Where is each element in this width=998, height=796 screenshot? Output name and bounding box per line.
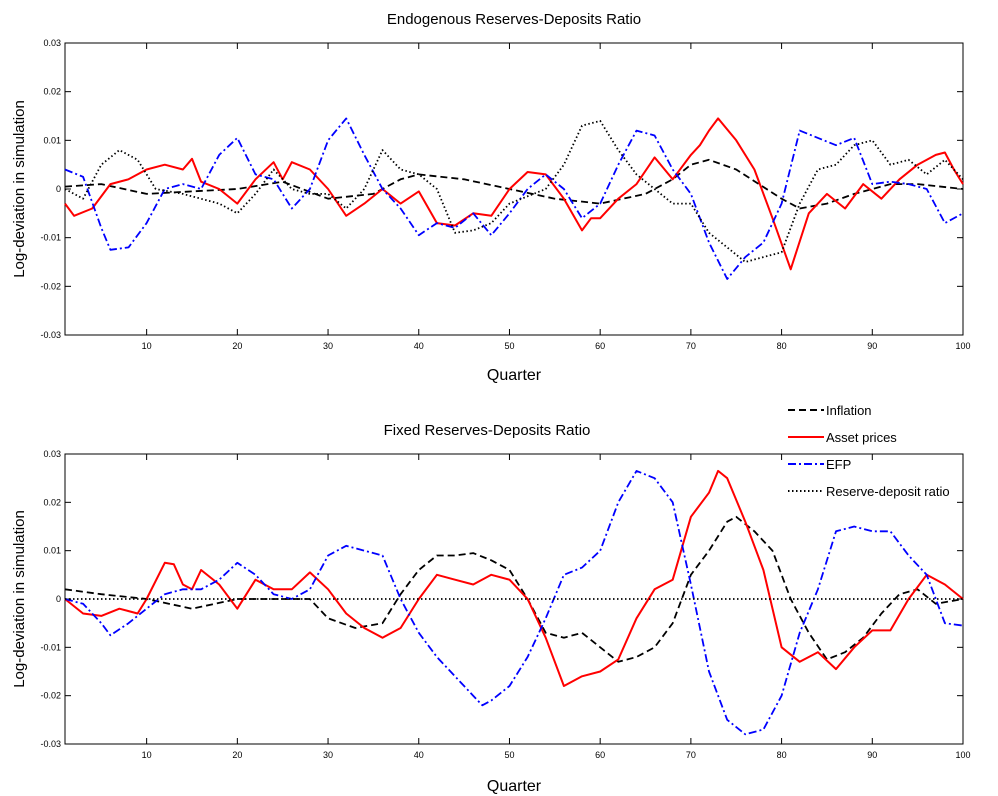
x-tick-label: 50 [504, 750, 514, 760]
y-tick-label: 0.01 [43, 546, 61, 556]
panel-fixed: Fixed Reserves-Deposits Ratio -0.03 -0.02… [11, 422, 971, 795]
y-tick-label: -0.01 [40, 642, 61, 652]
x-tick-label: 100 [955, 750, 970, 760]
y-tick-label: -0.03 [40, 330, 61, 340]
y-tick-label: -0.01 [40, 233, 61, 243]
y-tick-label: 0.01 [43, 135, 61, 145]
series-line-efp [64, 469, 964, 736]
y-tick-label: -0.02 [40, 281, 61, 291]
x-tick-label: 80 [777, 341, 787, 351]
y-tick-label: 0.03 [43, 38, 61, 48]
series-line-inflation [64, 515, 964, 663]
legend-label: Asset prices [826, 430, 897, 445]
x-tick-label: 40 [414, 750, 424, 760]
y-tick-label: 0.02 [43, 87, 61, 97]
legend: Inflation Asset prices EFP Reserve-deposit … [788, 403, 950, 499]
y-tick-label: 0.02 [43, 497, 61, 507]
y-tick-label: 0 [56, 184, 61, 194]
y-axis-label: Log-deviation in simulation [11, 100, 28, 278]
legend-label: Inflation [826, 403, 872, 418]
x-tick-label: 20 [232, 341, 242, 351]
x-tick-label: 60 [595, 750, 605, 760]
chart-title: Fixed Reserves-Deposits Ratio [384, 422, 591, 439]
x-tick-label: 90 [867, 750, 877, 760]
chart-title: Endogenous Reserves-Deposits Ratio [387, 11, 641, 28]
x-tick-label: 20 [232, 750, 242, 760]
legend-label: EFP [826, 457, 851, 472]
series-line-asset-prices [64, 117, 964, 271]
y-ticks: -0.03 -0.02 -0.01 0 0.01 0.02 0.03 [40, 449, 963, 749]
legend-label: Reserve-deposit ratio [826, 484, 950, 499]
x-tick-label: 40 [414, 341, 424, 351]
x-tick-label: 10 [142, 750, 152, 760]
x-tick-label: 60 [595, 341, 605, 351]
y-tick-label: 0 [56, 594, 61, 604]
x-tick-label: 70 [686, 750, 696, 760]
series-lines [64, 117, 964, 280]
y-ticks: -0.03 -0.02 -0.01 0 0.01 0.02 0.03 [40, 38, 963, 340]
x-tick-label: 70 [686, 341, 696, 351]
x-tick-label: 30 [323, 341, 333, 351]
series-lines [64, 469, 964, 736]
x-axis-label: Quarter [487, 367, 542, 384]
series-line-efp [64, 117, 964, 280]
panel-endogenous: Endogenous Reserves-Deposits Ratio -0.03… [11, 11, 971, 384]
x-tick-label: 30 [323, 750, 333, 760]
y-axis-label: Log-deviation in simulation [11, 510, 28, 688]
x-tick-label: 10 [142, 341, 152, 351]
x-ticks: 10 20 30 40 50 60 70 80 90 100 [142, 43, 971, 351]
series-line-reserve-deposit-ratio [64, 120, 964, 263]
x-tick-label: 90 [867, 341, 877, 351]
y-tick-label: 0.03 [43, 449, 61, 459]
x-axis-label: Quarter [487, 778, 542, 795]
x-tick-label: 50 [504, 341, 514, 351]
y-tick-label: -0.02 [40, 691, 61, 701]
x-ticks: 10 20 30 40 50 60 70 80 90 100 [142, 454, 971, 760]
series-line-inflation [64, 158, 964, 210]
y-tick-label: -0.03 [40, 739, 61, 749]
x-tick-label: 100 [955, 341, 970, 351]
x-tick-label: 80 [777, 750, 787, 760]
series-line-asset-prices [64, 469, 964, 687]
